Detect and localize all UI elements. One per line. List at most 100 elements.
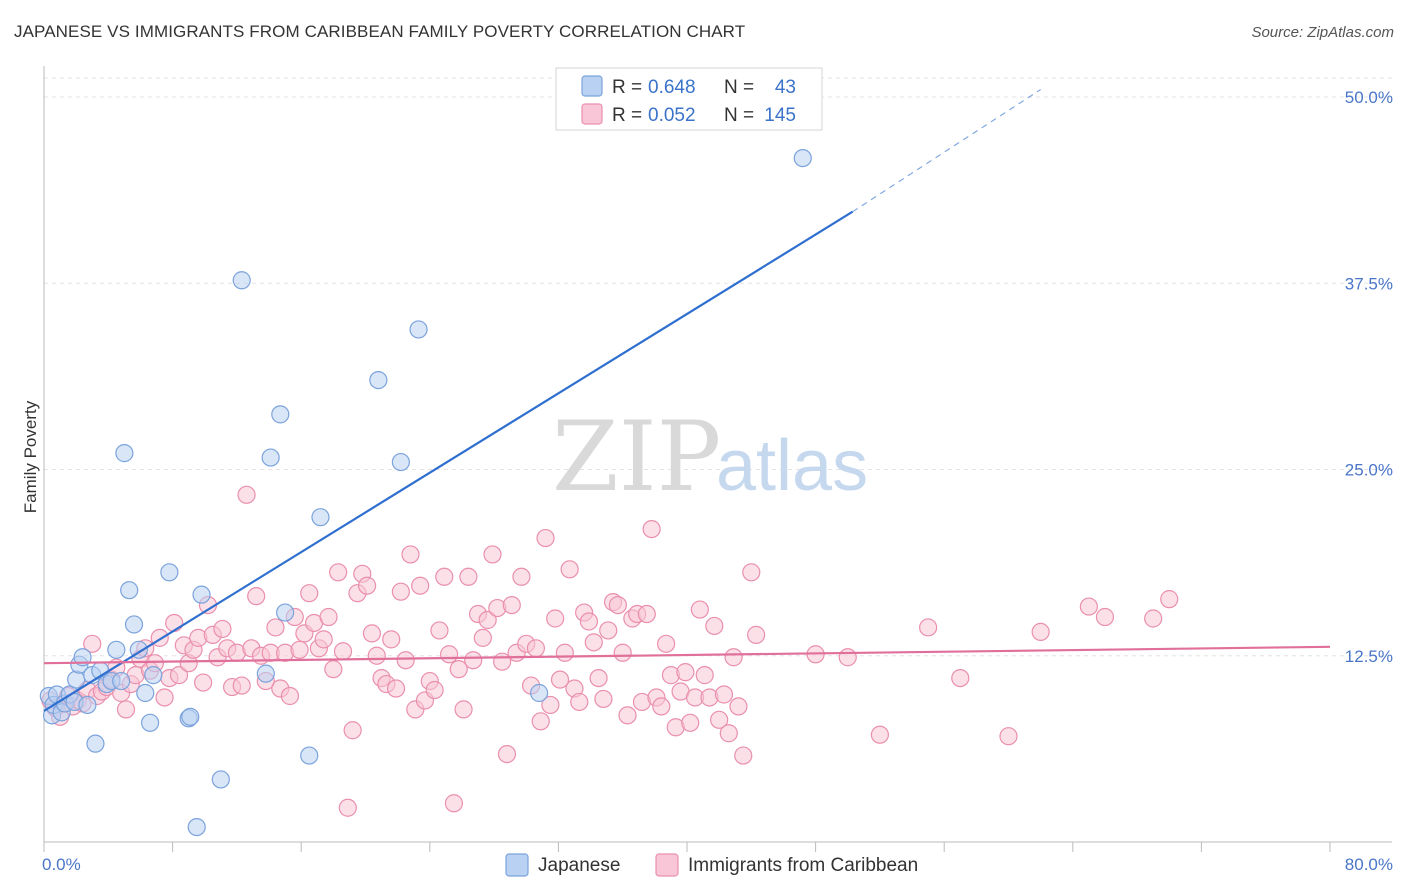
caribbean-point-154: [1079, 597, 1098, 616]
caribbean-point-116: [599, 621, 618, 640]
japanese-series-swatch: [505, 853, 529, 877]
caribbean-point-47: [266, 618, 285, 637]
caribbean-point-106: [550, 670, 570, 689]
caribbean-point-80: [425, 680, 444, 700]
y-tick-label-1: 25.0%: [1345, 461, 1393, 480]
caribbean-point-146: [747, 625, 766, 644]
caribbean-point-26: [165, 613, 184, 633]
caribbean-point-144: [734, 746, 753, 765]
caribbean-point-85: [449, 660, 468, 679]
caribbean-point-113: [584, 633, 603, 652]
japanese-point-35: [276, 603, 295, 622]
caribbean-point-40: [232, 676, 251, 695]
japanese-r-label: R =: [612, 77, 642, 98]
source-label: Source: ZipAtlas.com: [1251, 24, 1394, 41]
caribbean-point-83: [439, 645, 459, 664]
japanese-point-33: [256, 664, 275, 683]
japanese-point-41: [409, 320, 428, 339]
caribbean-point-58: [319, 607, 338, 627]
japanese-point-43: [793, 148, 812, 168]
caribbean-point-127: [652, 697, 671, 716]
japanese-point-38: [311, 508, 330, 527]
caribbean-point-92: [483, 545, 502, 564]
caribbean-point-133: [681, 713, 700, 732]
caribbean-point-36: [213, 619, 232, 639]
caribbean-point-136: [695, 666, 714, 685]
y-axis-title: Family Poverty: [21, 400, 40, 513]
caribbean-point-84: [444, 794, 464, 813]
caribbean-point-66: [358, 576, 377, 595]
watermark: ZIP atlas: [552, 401, 868, 513]
caribbean-point-32: [194, 673, 213, 692]
y-tick-label-2: 37.5%: [1345, 274, 1393, 293]
japanese-n-label: N =: [724, 77, 754, 98]
japanese-point-40: [391, 452, 410, 472]
caribbean-point-104: [541, 695, 560, 715]
caribbean-point-107: [555, 643, 574, 662]
caribbean-point-73: [391, 582, 410, 601]
caribbean-point-145: [742, 563, 761, 582]
japanese-point-25: [144, 666, 163, 685]
japanese-point-37: [300, 746, 319, 765]
japanese-point-30: [192, 585, 211, 604]
caribbean-point-103: [536, 528, 555, 548]
caribbean-trend-line: [43, 645, 1331, 665]
caribbean-point-86: [454, 700, 473, 719]
caribbean-point-150: [919, 618, 938, 637]
caribbean-r-label: R =: [612, 105, 642, 126]
caribbean-point-124: [637, 604, 656, 624]
stats-legend: R = 0.648 N = 43 R = 0.052 N = 145: [555, 67, 823, 131]
caribbean-point-90: [473, 628, 492, 647]
caribbean-point-59: [324, 660, 343, 679]
caribbean-point-57: [314, 630, 333, 649]
caribbean-point-82: [435, 567, 454, 586]
caribbean-point-118: [608, 595, 627, 615]
japanese-point-20: [120, 581, 139, 600]
japanese-point-21: [124, 615, 144, 634]
japanese-point-34: [271, 405, 290, 424]
caribbean-point-153: [1031, 622, 1050, 642]
caribbean-point-77: [411, 576, 430, 595]
caribbean-point-101: [526, 639, 545, 658]
japanese-point-11: [78, 695, 97, 715]
trend-lines: [43, 89, 1331, 712]
caribbean-point-71: [382, 630, 401, 649]
caribbean-point-110: [570, 692, 589, 712]
japanese-point-31: [211, 770, 230, 789]
caribbean-n-value: 145: [764, 105, 796, 126]
watermark-zip: ZIP: [552, 401, 721, 513]
japanese-point-18: [112, 671, 131, 691]
japanese-points: [39, 148, 812, 837]
caribbean-point-95: [497, 744, 517, 764]
japanese-point-13: [86, 734, 105, 753]
japanese-point-28: [181, 707, 200, 726]
caribbean-point-9: [83, 634, 102, 653]
caribbean-point-68: [367, 646, 386, 665]
japanese-point-36: [261, 448, 280, 467]
caribbean-point-151: [951, 668, 970, 688]
japanese-series-label: Japanese: [538, 855, 620, 876]
caribbean-point-156: [1144, 609, 1163, 628]
caribbean-point-114: [589, 668, 608, 688]
caribbean-point-105: [546, 609, 565, 628]
caribbean-point-88: [464, 651, 483, 670]
caribbean-point-72: [386, 679, 406, 698]
caribbean-point-43: [247, 587, 266, 606]
caribbean-point-87: [459, 567, 478, 586]
caribbean-point-61: [333, 642, 353, 661]
caribbean-point-52: [290, 640, 309, 659]
caribbean-legend-swatch: [581, 103, 603, 125]
caribbean-point-63: [343, 721, 362, 740]
chart-title: JAPANESE VS IMMIGRANTS FROM CARIBBEAN FA…: [14, 22, 746, 41]
caribbean-point-81: [430, 621, 449, 640]
japanese-point-17: [107, 640, 126, 659]
caribbean-point-98: [512, 567, 531, 586]
caribbean-point-138: [705, 616, 724, 636]
caribbean-point-120: [618, 706, 637, 725]
y-tick-labels: 12.5% 25.0% 37.5% 50.0%: [1345, 88, 1393, 666]
y-tick-label-0: 12.5%: [1345, 647, 1393, 666]
caribbean-point-141: [719, 724, 738, 743]
caribbean-point-50: [280, 686, 300, 706]
japanese-point-8: [67, 670, 86, 689]
